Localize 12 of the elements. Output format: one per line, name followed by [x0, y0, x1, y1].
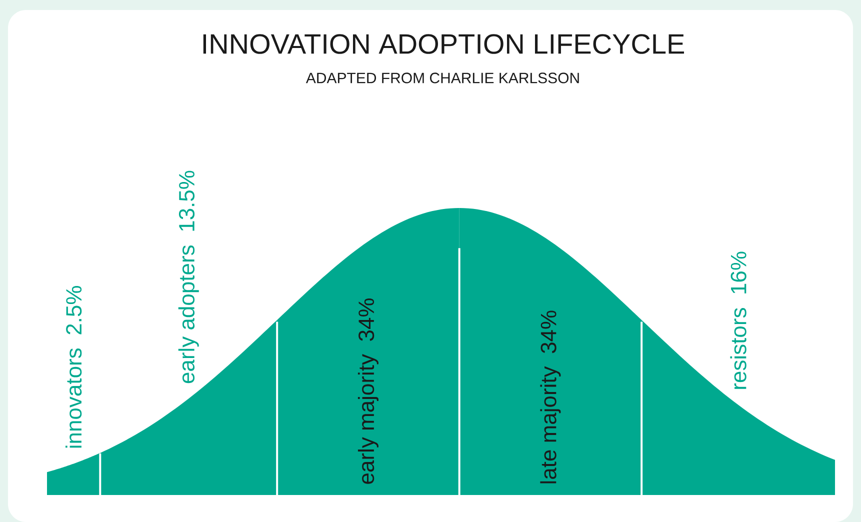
- data-label: 34%: [540, 310, 556, 354]
- category-label: early adopters: [178, 245, 199, 384]
- text: INNOVATION ADOPTION LIFECYCLE: [203, 34, 684, 54]
- data-label: 2.5%: [66, 286, 82, 334]
- category-label: late majority: [540, 366, 561, 484]
- data-label: 13.5%: [178, 170, 195, 231]
- category-label: early majority: [358, 354, 378, 484]
- text: ADAPTED FROM CHARLIE KARLSSON: [306, 72, 579, 84]
- category-label: resistors: [730, 308, 746, 389]
- category-label: innovators: [65, 348, 82, 448]
- data-label: 16%: [730, 252, 746, 294]
- data-label: 34%: [358, 298, 374, 341]
